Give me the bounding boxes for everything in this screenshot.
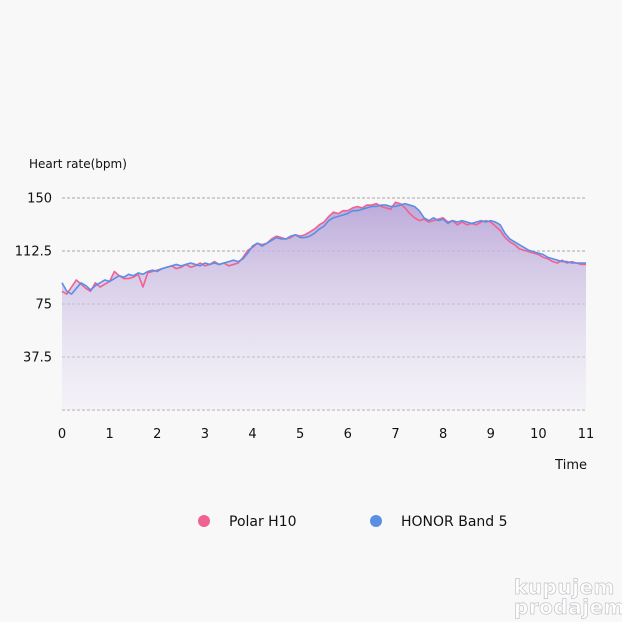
x-tick-label: 6 <box>344 427 352 442</box>
x-tick-label: 4 <box>248 427 256 442</box>
y-tick-label: 112.5 <box>15 245 52 260</box>
legend-item: Polar H10 <box>198 514 297 530</box>
legend: Polar H10 HONOR Band 5 <box>198 514 508 530</box>
legend-marker <box>370 515 382 527</box>
y-tick-label: 37.5 <box>23 351 52 366</box>
legend-marker <box>198 515 210 527</box>
series-line-honor-band-5 <box>61 202 586 295</box>
x-tick-label: 10 <box>530 427 547 442</box>
area-fill-path <box>62 202 586 410</box>
x-tick-label: 1 <box>105 427 113 442</box>
watermark-logo: kupujem prodajem <box>514 575 622 620</box>
legend-label: HONOR Band 5 <box>401 514 508 530</box>
y-tick-label: 150 <box>27 192 52 207</box>
x-tick-label: 9 <box>487 427 495 442</box>
series-lines <box>61 201 586 295</box>
y-tick-label: 75 <box>35 298 52 313</box>
legend-item: HONOR Band 5 <box>370 514 508 530</box>
x-tick-label: 2 <box>153 427 161 442</box>
y-axis-ticks: 37.5 75 112.5 150 <box>15 192 52 366</box>
legend-label: Polar H10 <box>229 514 297 530</box>
x-tick-label: 8 <box>439 427 447 442</box>
x-axis-label: Time <box>554 458 587 473</box>
x-tick-label: 5 <box>296 427 304 442</box>
y-axis-label: Heart rate(bpm) <box>29 157 127 171</box>
x-tick-label: 3 <box>201 427 209 442</box>
watermark-line-2: prodajem <box>514 595 622 619</box>
x-axis-ticks: 0 1 2 3 4 5 6 7 8 9 10 11 <box>58 427 594 442</box>
series-line-polar-h10 <box>61 201 586 295</box>
area-fill <box>62 202 586 410</box>
x-tick-label: 11 <box>578 427 595 442</box>
x-tick-label: 7 <box>391 427 399 442</box>
watermark-line-1: kupujem <box>514 575 615 599</box>
x-tick-label: 0 <box>58 427 66 442</box>
